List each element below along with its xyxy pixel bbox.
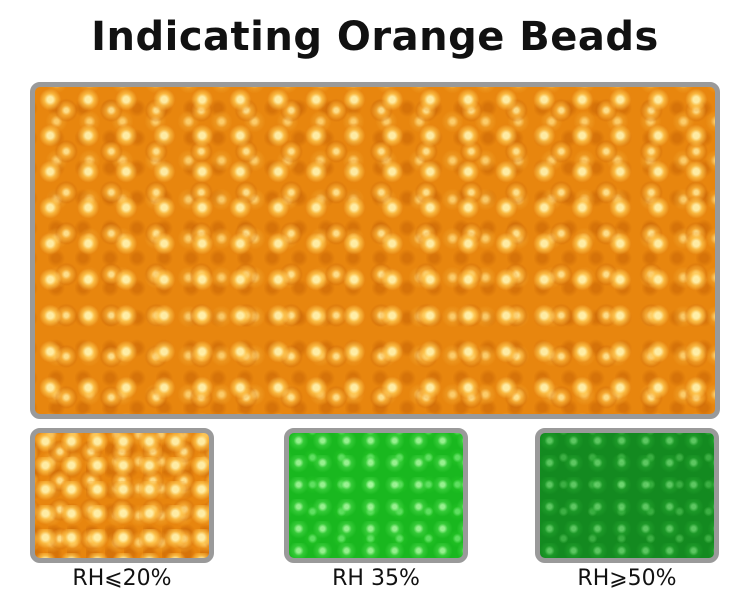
swatch-image bbox=[535, 428, 719, 563]
swatch-label: RH 35% bbox=[332, 566, 420, 591]
main-beads-image bbox=[30, 82, 720, 419]
swatch-label: RH⩾50% bbox=[577, 566, 677, 591]
swatch-image bbox=[284, 428, 468, 563]
swatch-image bbox=[30, 428, 214, 563]
swatch-label: RH⩽20% bbox=[72, 566, 172, 591]
title: Indicating Orange Beads bbox=[91, 14, 659, 60]
